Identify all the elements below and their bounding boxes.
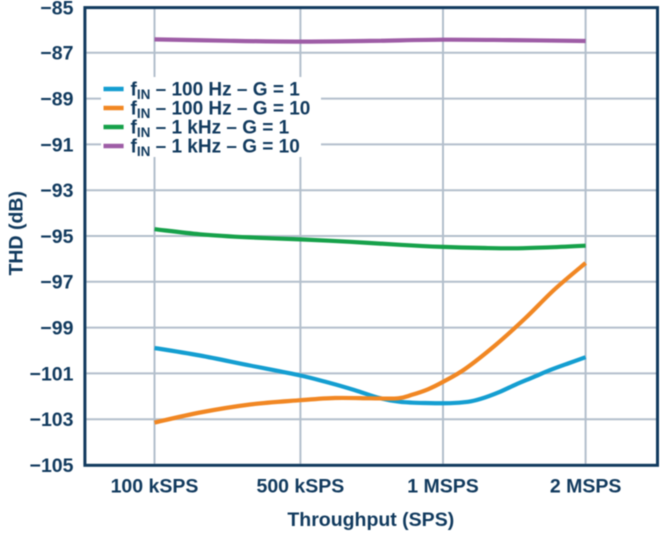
- svg-text:−95: −95: [40, 226, 73, 248]
- svg-text:fIN – 100 Hz – G = 10: fIN – 100 Hz – G = 10: [131, 99, 311, 122]
- svg-text:−99: −99: [40, 318, 73, 340]
- svg-text:fIN – 1 kHz – G = 10: fIN – 1 kHz – G = 10: [131, 137, 300, 160]
- svg-text:−105: −105: [30, 455, 74, 477]
- svg-text:−91: −91: [40, 134, 73, 156]
- svg-text:500 kSPS: 500 kSPS: [256, 476, 344, 498]
- svg-text:100 kSPS: 100 kSPS: [111, 476, 199, 498]
- svg-text:−93: −93: [40, 180, 73, 202]
- svg-text:−87: −87: [40, 43, 73, 65]
- svg-text:THD (dB): THD (dB): [6, 191, 28, 275]
- svg-text:−101: −101: [30, 363, 74, 385]
- svg-text:fIN – 1 kHz – G = 1: fIN – 1 kHz – G = 1: [131, 118, 290, 141]
- svg-text:−97: −97: [40, 272, 73, 294]
- svg-text:Throughput (SPS): Throughput (SPS): [287, 509, 454, 531]
- svg-text:−103: −103: [30, 409, 74, 431]
- svg-text:2 MSPS: 2 MSPS: [550, 476, 622, 498]
- svg-text:−85: −85: [40, 0, 73, 20]
- svg-text:−89: −89: [40, 89, 73, 111]
- svg-text:fIN – 100 Hz – G = 1: fIN – 100 Hz – G = 1: [131, 80, 301, 103]
- svg-text:1 MSPS: 1 MSPS: [407, 476, 479, 498]
